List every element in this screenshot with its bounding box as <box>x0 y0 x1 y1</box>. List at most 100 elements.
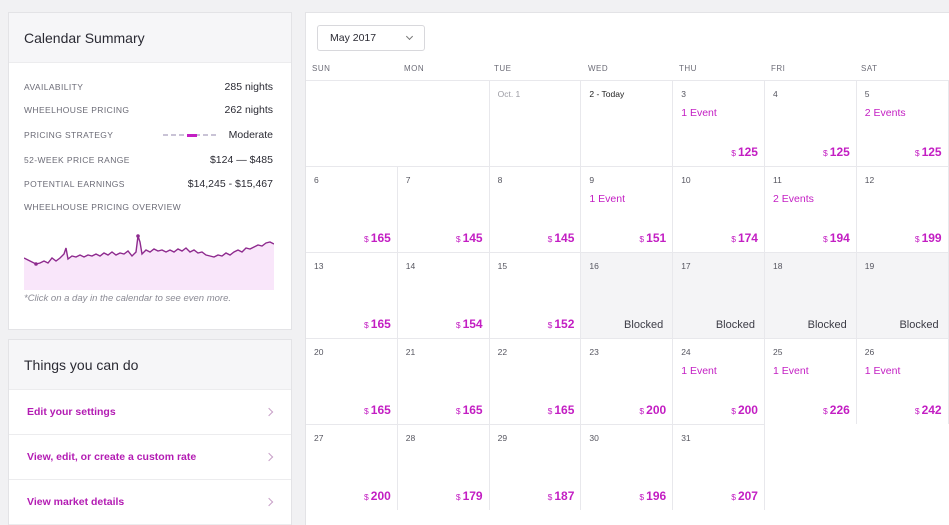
day-number: 9 <box>589 175 595 185</box>
currency-symbol: $ <box>823 148 828 158</box>
event-count-link[interactable]: 1 Event <box>681 365 717 377</box>
calendar-day-cell[interactable]: 26 1 Event $242 <box>856 338 949 424</box>
sparkline-line <box>24 235 274 265</box>
calendar-day-cell[interactable]: 20 $165 <box>306 338 398 424</box>
calendar-day-cell[interactable]: 10 $174 <box>673 166 765 252</box>
price-value: 165 <box>554 403 575 417</box>
calendar-day-cell[interactable]: 27 $200 <box>306 424 398 510</box>
calendar-day-cell[interactable]: 18 Blocked <box>765 252 857 338</box>
edit-settings-link[interactable]: Edit your settings <box>9 390 291 435</box>
day-number: 8 <box>497 175 503 185</box>
calendar-day-cell[interactable]: 7 $145 <box>397 166 490 252</box>
blocked-label: Blocked <box>899 319 939 331</box>
link-label: View market details <box>27 496 125 508</box>
stat-value: $124 — $485 <box>209 154 273 166</box>
price-value: 165 <box>370 231 391 245</box>
dow-mon: MON <box>404 64 425 73</box>
day-number: 5 <box>864 89 870 99</box>
price-value: 125 <box>737 145 758 159</box>
calendar-day-cell[interactable]: 8 $145 <box>489 166 582 252</box>
calendar-day-cell[interactable]: 29 $187 <box>489 424 582 510</box>
calendar-day-cell[interactable]: 19 Blocked <box>856 252 949 338</box>
event-count-link[interactable]: 2 Events <box>864 107 906 119</box>
currency-symbol: $ <box>455 234 461 244</box>
day-number: 23 <box>589 347 599 357</box>
currency-symbol: $ <box>914 148 920 158</box>
dow-fri: FRI <box>771 64 786 73</box>
calendar-summary-card: Calendar Summary AVAILABILITY 285 nights… <box>8 12 292 330</box>
things-header: Things you can do <box>9 340 291 390</box>
day-price: $125 <box>731 145 758 159</box>
day-price: $207 <box>731 489 758 503</box>
calendar-day-cell[interactable]: 9 1 Event $151 <box>581 166 674 252</box>
market-details-link[interactable]: View market details <box>9 480 291 525</box>
calendar-day-cell[interactable]: 3 1 Event $125 <box>673 80 765 166</box>
calendar-day-cell[interactable]: 4 $125 <box>765 80 857 166</box>
dow-sun: SUN <box>312 64 331 73</box>
chevron-down-icon <box>405 32 414 41</box>
day-number: 18 <box>773 261 783 271</box>
day-number: 24 <box>681 347 691 357</box>
currency-symbol: $ <box>364 406 369 416</box>
calendar-day-cell[interactable]: 11 2 Events $194 <box>765 166 857 252</box>
stat-label: WHEELHOUSE PRICING <box>24 105 130 115</box>
stat-wheelhouse-pricing: WHEELHOUSE PRICING 262 nights <box>24 102 273 118</box>
calendar-day-cell[interactable]: 28 $179 <box>397 424 490 510</box>
event-count-link[interactable]: 1 Event <box>681 107 717 119</box>
day-number: 6 <box>314 175 319 185</box>
event-count-link[interactable]: 1 Event <box>773 365 809 377</box>
event-count-link[interactable]: 1 Event <box>864 365 901 377</box>
dow-sat: SAT <box>861 64 878 73</box>
link-label: Edit your settings <box>27 406 116 418</box>
calendar-day-cell[interactable]: 22 $165 <box>489 338 582 424</box>
month-select[interactable]: May 2017 <box>317 25 425 51</box>
chevron-right-icon <box>264 407 274 417</box>
day-price: $165 <box>456 403 483 417</box>
price-value: 151 <box>646 231 667 245</box>
calendar-day-cell[interactable]: 6 $165 <box>306 166 398 252</box>
price-value: 165 <box>462 403 483 417</box>
calendar-day-cell[interactable]: 24 1 Event $200 <box>673 338 765 424</box>
event-count-link[interactable]: 1 Event <box>589 193 625 205</box>
calendar-day-cell[interactable]: 15 $152 <box>489 252 582 338</box>
calendar-day-cell[interactable]: 17 Blocked <box>673 252 765 338</box>
custom-rate-link[interactable]: View, edit, or create a custom rate <box>9 435 291 480</box>
day-price: $165 <box>364 317 391 331</box>
day-price: $125 <box>915 145 942 159</box>
calendar-day-cell[interactable]: 23 $200 <box>581 338 674 424</box>
calendar-day-cell[interactable]: 16 Blocked <box>581 252 674 338</box>
calendar-day-cell[interactable]: 21 $165 <box>397 338 490 424</box>
day-number: 22 <box>497 347 508 357</box>
calendar-day-cell[interactable]: 13 $165 <box>306 252 398 338</box>
day-price: $179 <box>456 489 483 503</box>
price-value: 152 <box>554 317 575 331</box>
calendar-day-cell[interactable]: 5 2 Events $125 <box>856 80 949 166</box>
price-value: 194 <box>829 231 850 245</box>
currency-symbol: $ <box>731 148 736 158</box>
day-number: 15 <box>497 261 508 271</box>
price-value: 165 <box>370 403 391 417</box>
calendar-day-cell[interactable]: 14 $154 <box>397 252 490 338</box>
price-value: 200 <box>737 403 758 417</box>
currency-symbol: $ <box>455 492 461 502</box>
calendar-day-cell[interactable]: 2 - Today <box>581 80 674 166</box>
calendar-day-cell[interactable]: 30 $196 <box>581 424 674 510</box>
calendar-day-cell[interactable]: Oct. 1 <box>489 80 582 166</box>
stat-potential-earnings: POTENTIAL EARNINGS $14,245 - $15,467 <box>24 176 273 192</box>
stat-pricing-strategy: PRICING STRATEGY Moderate <box>24 127 273 143</box>
currency-symbol: $ <box>364 234 369 244</box>
calendar-day-cell[interactable]: 12 $199 <box>856 166 949 252</box>
event-count-link[interactable]: 2 Events <box>773 193 814 205</box>
things-you-can-do-card: Things you can do Edit your settings Vie… <box>8 339 292 525</box>
calendar-day-cell[interactable]: 31 $207 <box>673 424 765 510</box>
price-value: 196 <box>646 489 667 503</box>
day-price: $165 <box>364 231 391 245</box>
day-price: $174 <box>731 231 758 245</box>
calendar-day-cell[interactable]: 25 1 Event $226 <box>765 338 857 424</box>
day-number: 17 <box>681 261 691 271</box>
dow-wed: WED <box>588 64 609 73</box>
day-number: 2 - Today <box>589 89 625 99</box>
day-price: $145 <box>456 231 483 245</box>
pricing-overview-sparkline[interactable] <box>24 228 274 290</box>
day-number: 29 <box>497 433 508 443</box>
